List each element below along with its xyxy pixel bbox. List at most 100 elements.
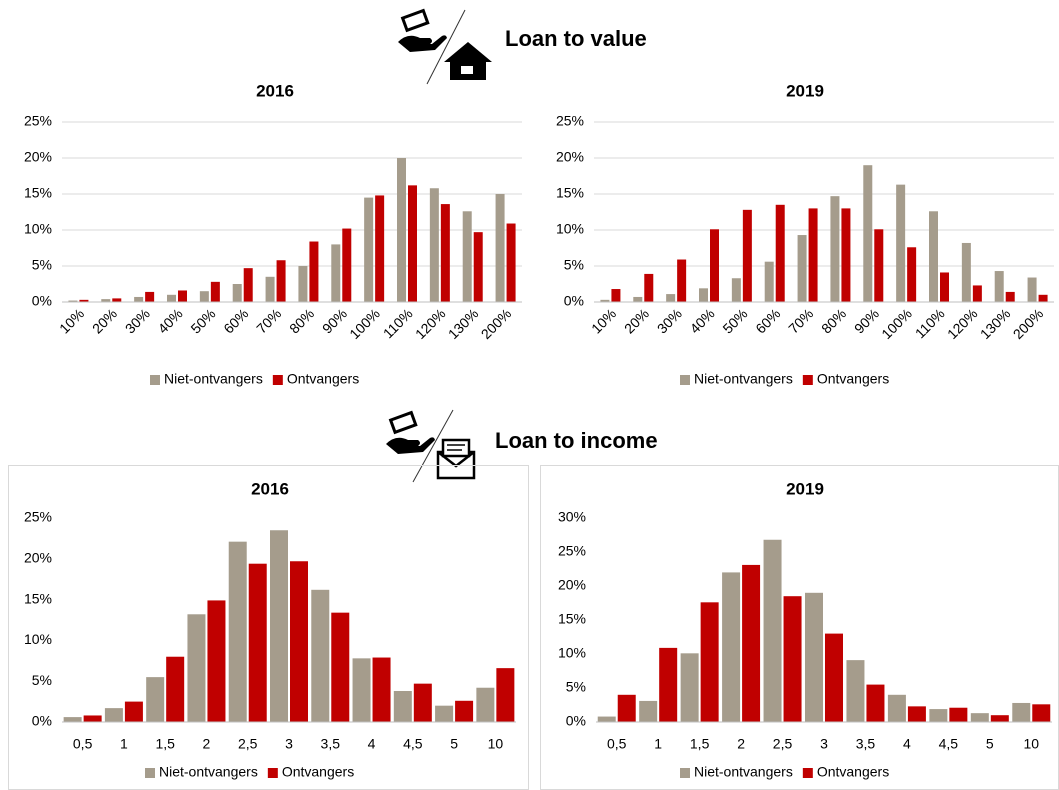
y-tick-label: 20%: [24, 149, 52, 165]
bar: [199, 291, 209, 302]
x-tick-label: 4,5: [939, 736, 959, 752]
x-tick-label: 50%: [719, 305, 750, 336]
bar: [276, 260, 286, 302]
bar: [825, 633, 843, 722]
bar: [134, 296, 144, 302]
bar: [167, 294, 176, 302]
chart-title: 2019: [786, 81, 824, 100]
bar: [742, 564, 761, 722]
bar: [972, 285, 982, 302]
chart-title: 2016: [256, 81, 294, 100]
y-tick-label: 25%: [24, 113, 52, 129]
x-tick-label: 0,5: [607, 736, 627, 752]
bar: [298, 266, 308, 302]
bar: [265, 276, 275, 302]
bar: [309, 241, 319, 302]
bar: [597, 716, 616, 722]
x-tick-label: 3: [820, 736, 828, 752]
bar: [764, 261, 774, 302]
x-tick-label: 100%: [878, 305, 915, 342]
bar: [101, 299, 111, 302]
bar: [63, 717, 82, 722]
bar: [644, 273, 654, 302]
legend-swatch: [267, 768, 278, 778]
legend-label: Niet-ontvangers: [159, 764, 258, 780]
bar: [929, 211, 938, 302]
x-tick-label: 40%: [687, 305, 718, 336]
bar: [1038, 294, 1048, 302]
bar: [435, 705, 454, 722]
x-tick-label: 90%: [851, 305, 882, 336]
bar: [290, 561, 308, 722]
bar: [496, 668, 515, 722]
x-tick-label: 60%: [752, 305, 783, 336]
bar: [413, 683, 432, 722]
bar: [397, 158, 406, 302]
y-tick-label: 10%: [556, 221, 584, 237]
x-tick-label: 120%: [412, 305, 449, 342]
legend-swatch: [272, 375, 283, 385]
x-tick-label: 5: [986, 736, 994, 752]
bar: [783, 596, 802, 722]
x-tick-label: 4: [903, 736, 911, 752]
bar: [680, 653, 699, 722]
section-title: Loan to value: [505, 26, 647, 51]
bar: [476, 687, 495, 722]
bar: [1012, 702, 1031, 722]
x-tick-label: 130%: [445, 305, 482, 342]
y-tick-label: 5%: [32, 257, 52, 273]
legend-label: Niet-ontvangers: [694, 764, 793, 780]
legend-swatch: [680, 768, 690, 778]
bar: [232, 284, 242, 302]
y-tick-label: 5%: [564, 257, 584, 273]
section-title: Loan to income: [495, 428, 658, 453]
bar: [797, 235, 807, 302]
x-tick-label: 80%: [286, 305, 317, 336]
bar: [949, 707, 968, 722]
bar: [863, 165, 873, 302]
bar: [929, 709, 948, 722]
bar: [990, 715, 1009, 722]
x-tick-label: 90%: [319, 305, 350, 336]
x-tick-label: 2,5: [773, 736, 793, 752]
chart-title: 2016: [251, 479, 289, 498]
bar: [866, 684, 885, 722]
y-tick-label: 5%: [32, 672, 52, 688]
x-tick-label: 100%: [346, 305, 383, 342]
legend-swatch: [145, 768, 155, 778]
x-tick-label: 2: [737, 736, 745, 752]
x-tick-label: 110%: [380, 305, 416, 341]
bar: [896, 184, 906, 302]
x-tick-label: 2,5: [238, 736, 258, 752]
y-tick-label: 10%: [24, 221, 52, 237]
bar: [600, 299, 610, 302]
bar: [940, 272, 949, 302]
icon-letter: [436, 438, 476, 480]
icon-slash: [412, 409, 454, 483]
y-tick-label: 0%: [32, 293, 52, 309]
x-tick-label: 1,5: [155, 736, 175, 752]
bar: [331, 244, 341, 302]
bar: [207, 600, 226, 722]
bar: [83, 715, 102, 722]
bar: [763, 539, 782, 722]
bar: [342, 228, 352, 302]
bar: [659, 647, 678, 722]
bar: [830, 196, 840, 302]
bar: [887, 694, 906, 722]
y-tick-label: 15%: [24, 185, 52, 201]
bar: [79, 299, 89, 302]
bar: [1032, 704, 1051, 722]
x-tick-label: 200%: [478, 305, 515, 342]
x-tick-label: 1,5: [690, 736, 710, 752]
bar: [462, 211, 472, 302]
legend-label: Ontvangers: [817, 764, 889, 780]
bar: [243, 268, 253, 302]
bar: [166, 656, 185, 722]
bar: [440, 204, 450, 302]
bar: [372, 657, 391, 722]
x-tick-label: 1: [654, 736, 662, 752]
bar: [731, 278, 741, 302]
y-tick-label: 5%: [566, 679, 586, 695]
bar: [145, 291, 155, 302]
